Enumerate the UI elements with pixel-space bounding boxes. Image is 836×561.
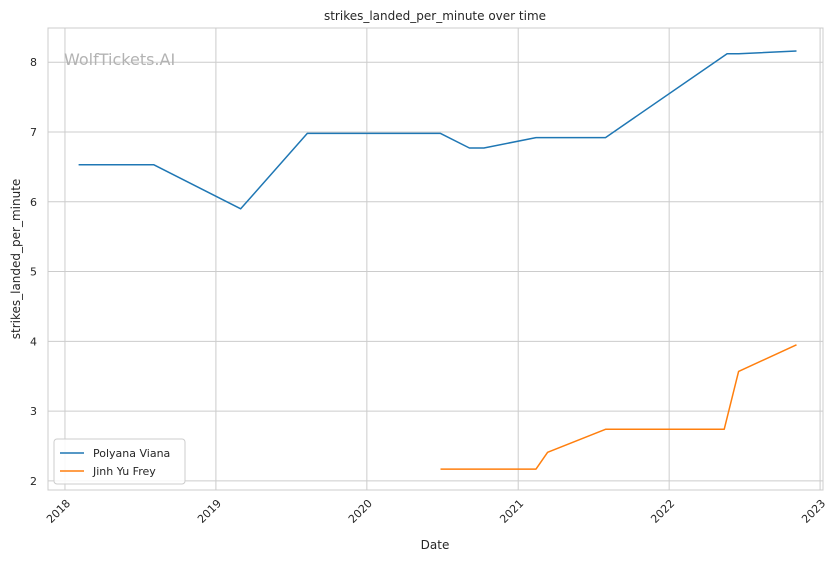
x-axis-label: Date <box>421 538 450 552</box>
y-axis-label: strikes_landed_per_minute <box>9 179 23 340</box>
x-tick-label: 2019 <box>195 497 224 526</box>
chart-title: strikes_landed_per_minute over time <box>324 9 546 23</box>
legend: Polyana Viana Jinh Yu Frey <box>53 438 186 485</box>
x-tick-label: 2018 <box>44 497 73 526</box>
x-tick-labels: 2018 2019 2020 2021 2022 2023 <box>44 497 828 526</box>
y-tick-label: 5 <box>30 266 37 279</box>
y-tick-label: 7 <box>30 126 37 139</box>
x-tick-label: 2021 <box>497 497 526 526</box>
grid <box>48 28 823 490</box>
y-tick-labels: 2 3 4 5 6 7 8 <box>30 56 37 488</box>
y-tick-label: 3 <box>30 405 37 418</box>
legend-box <box>53 438 186 485</box>
y-tick-label: 6 <box>30 196 37 209</box>
x-tick-label: 2023 <box>799 497 828 526</box>
series-line-jinh-yu-frey <box>440 344 797 470</box>
y-tick-label: 8 <box>30 56 37 69</box>
series-layer <box>78 50 797 470</box>
y-tick-label: 4 <box>30 335 37 348</box>
x-tick-label: 2022 <box>648 497 677 526</box>
legend-label-polyana-viana: Polyana Viana <box>93 447 170 460</box>
x-tick-label: 2020 <box>346 497 375 526</box>
legend-label-jinh-yu-frey: Jinh Yu Frey <box>92 465 156 478</box>
series-line-polyana-viana <box>78 50 797 210</box>
watermark: WolfTickets.AI <box>64 50 175 69</box>
plot-area-frame <box>47 27 824 491</box>
y-tick-label: 2 <box>30 475 37 488</box>
